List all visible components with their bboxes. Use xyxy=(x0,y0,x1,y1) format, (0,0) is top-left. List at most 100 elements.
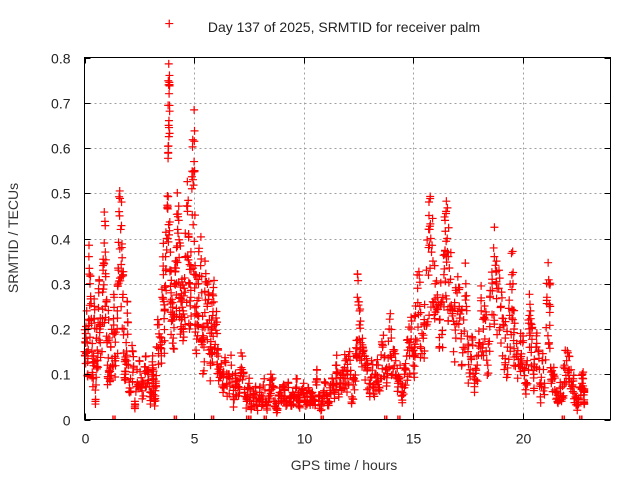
data-point xyxy=(219,388,228,397)
data-point xyxy=(147,370,156,379)
data-point xyxy=(540,383,549,392)
data-point xyxy=(355,320,364,329)
y-tick-label: 0 xyxy=(63,413,71,429)
data-point xyxy=(523,356,532,365)
data-point xyxy=(131,387,140,396)
data-point xyxy=(128,377,137,386)
data-point xyxy=(100,208,109,217)
data-point xyxy=(510,325,519,333)
data-point xyxy=(438,343,447,352)
data-point xyxy=(520,371,529,380)
data-point xyxy=(418,329,427,338)
data-point xyxy=(137,373,146,382)
data-point xyxy=(115,211,124,220)
data-point xyxy=(490,316,499,325)
y-tick-label: 0.4 xyxy=(51,232,71,248)
data-point xyxy=(190,157,199,166)
data-point xyxy=(90,305,99,314)
data-point xyxy=(559,363,568,372)
data-point xyxy=(190,166,199,175)
data-point xyxy=(94,288,103,297)
data-point xyxy=(268,381,277,390)
data-point xyxy=(151,382,160,391)
data-point xyxy=(247,405,256,414)
data-point xyxy=(206,337,215,346)
data-point xyxy=(504,355,513,364)
data-point xyxy=(174,209,183,218)
data-point xyxy=(174,229,183,238)
data-point xyxy=(375,386,384,395)
data-point xyxy=(100,217,109,226)
data-point xyxy=(157,344,166,353)
data-point xyxy=(489,243,498,252)
data-point xyxy=(196,232,205,241)
data-point xyxy=(467,354,476,363)
data-point xyxy=(208,298,217,307)
data-point xyxy=(494,266,503,275)
data-point xyxy=(387,325,396,334)
data-point xyxy=(100,318,109,327)
data-point xyxy=(280,385,289,394)
data-point xyxy=(426,303,435,312)
data-point xyxy=(179,310,188,319)
data-point xyxy=(194,247,203,256)
data-point xyxy=(190,211,199,220)
data-point xyxy=(401,381,410,390)
data-point xyxy=(432,277,441,286)
data-point xyxy=(569,371,578,380)
data-point xyxy=(135,357,144,366)
data-point xyxy=(166,248,175,257)
data-point xyxy=(150,392,159,401)
data-point xyxy=(179,336,188,345)
data-point xyxy=(471,369,480,378)
data-point xyxy=(164,76,173,85)
data-point xyxy=(488,286,497,295)
data-point xyxy=(174,202,183,211)
data-point xyxy=(544,338,553,347)
data-point xyxy=(246,385,255,394)
data-point xyxy=(164,192,173,201)
data-point xyxy=(529,370,538,379)
data-point xyxy=(138,377,147,386)
data-point xyxy=(455,283,464,292)
data-point xyxy=(165,107,174,116)
data-point xyxy=(459,315,468,324)
data-point xyxy=(117,260,126,269)
data-point xyxy=(455,314,464,323)
data-point xyxy=(225,381,234,390)
data-point xyxy=(115,192,124,201)
data-point xyxy=(452,319,461,328)
data-point xyxy=(365,379,374,388)
data-point xyxy=(85,264,94,273)
data-point xyxy=(123,318,132,327)
data-point xyxy=(373,355,382,364)
data-point xyxy=(477,293,486,302)
x-tick-label: 0 xyxy=(82,431,90,447)
data-point xyxy=(113,306,122,315)
data-point xyxy=(396,379,405,388)
data-point xyxy=(560,380,569,389)
data-point xyxy=(118,324,127,333)
data-point xyxy=(559,391,568,400)
data-point xyxy=(550,374,559,383)
data-point xyxy=(420,354,429,363)
data-point xyxy=(190,137,199,146)
data-point xyxy=(209,283,218,292)
data-point xyxy=(520,364,529,373)
data-point xyxy=(580,384,589,393)
data-point xyxy=(218,381,227,390)
data-point xyxy=(200,357,209,366)
data-point xyxy=(161,252,170,261)
data-point xyxy=(181,320,190,329)
data-point xyxy=(179,291,188,300)
data-point xyxy=(105,377,114,386)
data-point xyxy=(192,302,201,311)
data-point xyxy=(123,330,132,339)
data-point xyxy=(382,378,391,387)
data-point xyxy=(426,194,435,203)
data-point xyxy=(163,234,172,243)
data-point xyxy=(173,258,182,267)
data-point xyxy=(477,306,486,315)
data-point xyxy=(185,324,194,333)
data-point xyxy=(528,323,537,332)
